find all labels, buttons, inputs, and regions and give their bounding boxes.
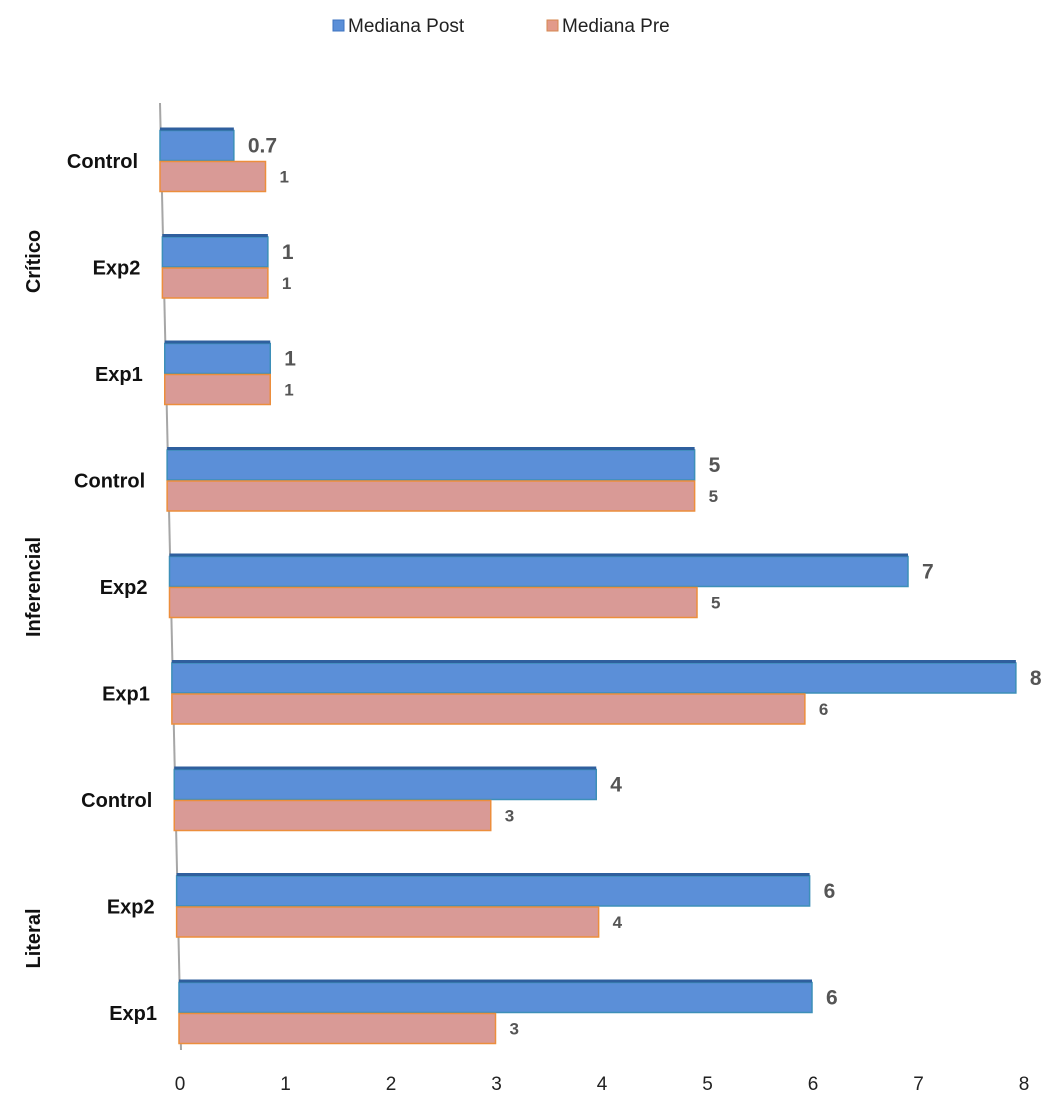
data-label-post-0: 0.7: [248, 135, 277, 158]
bar-post-top-3: [167, 447, 695, 450]
bar-pre-1: [161, 267, 269, 299]
legend-label-pre: Mediana Pre: [562, 16, 670, 37]
x-tick-label-4: 4: [597, 1074, 608, 1095]
category-label-2: Exp1: [95, 364, 143, 386]
data-label-post-5: 8: [1030, 667, 1042, 690]
data-label-pre-1: 1: [282, 274, 291, 293]
group-label-0: Crítico: [23, 230, 45, 293]
bar-pre-5: [171, 693, 806, 725]
bar-post-6: [173, 768, 597, 801]
group-label-2: Literal: [23, 908, 45, 968]
bar-post-top-4: [169, 553, 908, 557]
data-label-post-6: 4: [610, 774, 622, 797]
bar-post-7: [175, 875, 811, 907]
category-label-4: Exp2: [100, 577, 148, 599]
data-label-post-8: 6: [826, 987, 838, 1010]
legend-swatch-post: [332, 19, 345, 32]
data-label-pre-8: 3: [510, 1020, 519, 1039]
data-label-pre-6: 3: [505, 807, 514, 826]
bar-post-0: [159, 129, 235, 162]
bar-post-top-2: [164, 340, 271, 344]
x-tick-label-5: 5: [702, 1074, 713, 1095]
x-tick-label-2: 2: [386, 1074, 397, 1095]
bar-pre-3: [166, 480, 696, 512]
category-label-1: Exp2: [93, 258, 141, 280]
data-label-post-4: 7: [922, 561, 934, 584]
category-label-7: Exp2: [107, 897, 155, 919]
data-label-pre-0: 1: [280, 168, 289, 187]
bar-post-3: [166, 449, 696, 481]
category-label-6: Control: [81, 790, 152, 812]
bar-post-4: [168, 555, 909, 588]
bar-post-top-1: [162, 234, 268, 237]
bar-post-top-0: [160, 127, 234, 131]
data-label-post-1: 1: [282, 241, 294, 264]
bar-post-top-7: [176, 873, 810, 876]
bar-pre-4: [168, 586, 698, 619]
bar-pre-8: [178, 1012, 497, 1045]
data-label-pre-7: 4: [613, 913, 623, 932]
bar-post-top-5: [171, 660, 1016, 663]
x-tick-label-8: 8: [1019, 1074, 1030, 1095]
bar-post-top-6: [174, 766, 597, 770]
bar-post-top-8: [179, 979, 812, 983]
bar-post-1: [161, 236, 269, 268]
bar-post-8: [178, 981, 813, 1014]
category-label-8: Exp1: [109, 1003, 157, 1025]
x-tick-label-7: 7: [913, 1074, 924, 1095]
data-label-pre-4: 5: [711, 594, 720, 613]
legend-swatch-pre: [546, 19, 559, 32]
category-label-3: Control: [74, 471, 145, 493]
x-tick-label-1: 1: [280, 1074, 291, 1095]
bar-pre-7: [175, 906, 600, 938]
bar-post-2: [164, 342, 271, 375]
legend-label-post: Mediana Post: [348, 16, 465, 37]
bar-pre-2: [164, 373, 271, 406]
bar-pre-6: [173, 799, 492, 832]
data-label-post-7: 6: [824, 880, 836, 903]
data-label-post-3: 5: [709, 454, 721, 477]
data-label-pre-2: 1: [284, 381, 293, 400]
category-label-5: Exp1: [102, 684, 150, 706]
group-label-1: Inferencial: [23, 537, 45, 637]
x-tick-label-6: 6: [808, 1074, 819, 1095]
bar-post-5: [171, 662, 1017, 694]
data-label-pre-5: 6: [819, 700, 828, 719]
bar-pre-0: [159, 160, 267, 193]
category-label-0: Control: [67, 151, 138, 173]
legend: Mediana Post Mediana Pre: [332, 16, 670, 37]
data-label-post-2: 1: [284, 348, 296, 371]
data-label-pre-3: 5: [709, 487, 718, 506]
x-tick-label-3: 3: [491, 1074, 502, 1095]
x-tick-label-0: 0: [175, 1074, 186, 1095]
